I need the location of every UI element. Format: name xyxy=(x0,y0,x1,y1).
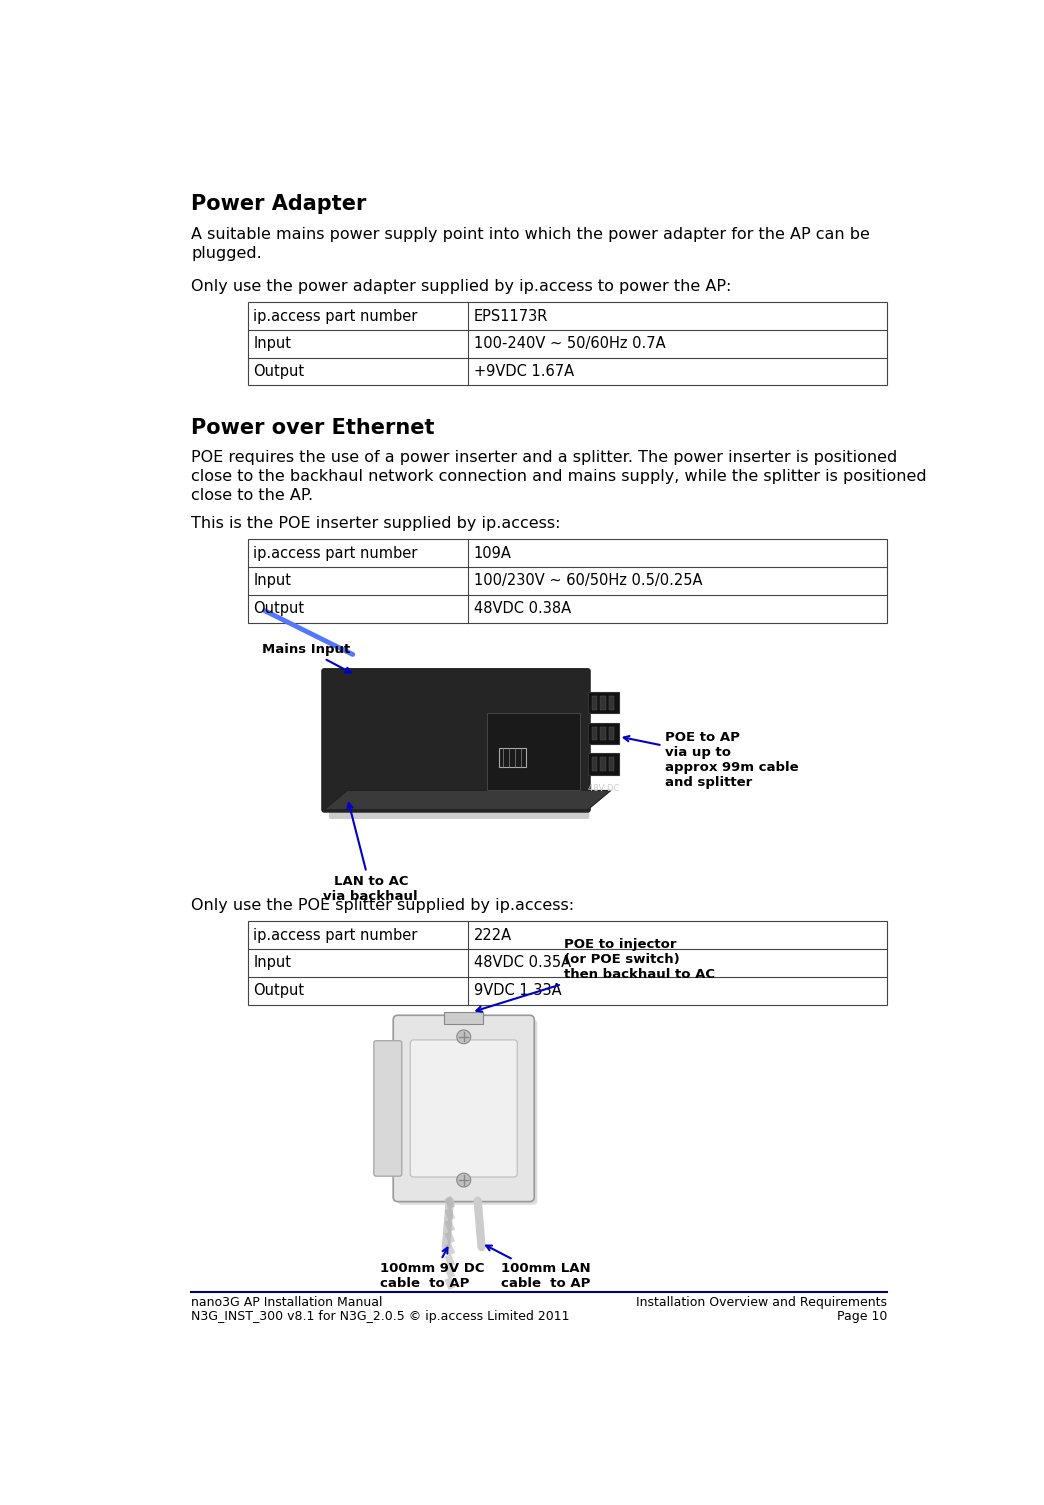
Bar xyxy=(247,539,887,623)
Bar xyxy=(600,727,606,740)
Text: 109A: 109A xyxy=(474,546,512,561)
Bar xyxy=(609,695,614,709)
Bar xyxy=(609,757,614,771)
Text: 100mm 9V DC
cable  to AP: 100mm 9V DC cable to AP xyxy=(380,1248,484,1290)
Text: ip.access part number: ip.access part number xyxy=(254,927,418,942)
Bar xyxy=(499,748,526,768)
FancyBboxPatch shape xyxy=(410,1040,517,1177)
Text: Page 10: Page 10 xyxy=(836,1311,887,1323)
Polygon shape xyxy=(325,790,611,810)
Text: 100-240V ~ 50/60Hz 0.7A: 100-240V ~ 50/60Hz 0.7A xyxy=(474,336,665,351)
Bar xyxy=(600,757,606,771)
Text: Installation Overview and Requirements: Installation Overview and Requirements xyxy=(636,1296,887,1309)
Text: 100mm LAN
cable  to AP: 100mm LAN cable to AP xyxy=(487,1246,591,1290)
Text: +9VDC 1.67A: +9VDC 1.67A xyxy=(474,364,574,379)
Text: 9VDC 1.33A: 9VDC 1.33A xyxy=(474,983,562,998)
Bar xyxy=(592,695,597,709)
Text: Power over Ethernet: Power over Ethernet xyxy=(191,418,434,438)
Text: 222A: 222A xyxy=(474,927,512,942)
FancyBboxPatch shape xyxy=(374,1040,402,1177)
Bar xyxy=(247,303,887,385)
Text: Mains Input: Mains Input xyxy=(262,643,351,673)
Bar xyxy=(588,692,619,713)
Text: LAN to AC
via backhaul: LAN to AC via backhaul xyxy=(324,804,418,903)
Bar xyxy=(247,921,887,1004)
Text: Output: Output xyxy=(254,600,305,616)
Text: Output: Output xyxy=(254,364,305,379)
Text: ip.access part number: ip.access part number xyxy=(254,309,418,324)
FancyBboxPatch shape xyxy=(329,685,589,819)
Text: Only use the POE splitter supplied by ip.access:: Only use the POE splitter supplied by ip… xyxy=(191,898,574,914)
Text: ip.access part number: ip.access part number xyxy=(254,546,418,561)
Circle shape xyxy=(457,1172,471,1187)
FancyBboxPatch shape xyxy=(394,1016,535,1201)
Bar xyxy=(445,1013,483,1023)
Circle shape xyxy=(457,1029,471,1044)
Text: Input: Input xyxy=(254,573,291,588)
Text: 48VDC 0.38A: 48VDC 0.38A xyxy=(474,600,571,616)
Text: POE to injector
(or POE switch)
then backhaul to AC: POE to injector (or POE switch) then bac… xyxy=(476,939,715,1011)
Bar xyxy=(600,695,606,709)
Bar xyxy=(592,727,597,740)
Text: 100/230V ~ 60/50Hz 0.5/0.25A: 100/230V ~ 60/50Hz 0.5/0.25A xyxy=(474,573,703,588)
FancyBboxPatch shape xyxy=(322,668,590,813)
Text: EPS1173R: EPS1173R xyxy=(474,309,548,324)
Bar xyxy=(588,754,619,775)
Text: Output: Output xyxy=(254,983,305,998)
Text: Input: Input xyxy=(254,956,291,971)
Text: Only use the power adapter supplied by ip.access to power the AP:: Only use the power adapter supplied by i… xyxy=(191,278,732,293)
Bar xyxy=(609,727,614,740)
Text: POE to AP
via up to
approx 99m cable
and splitter: POE to AP via up to approx 99m cable and… xyxy=(623,730,799,789)
Text: 48VDC 0.35A: 48VDC 0.35A xyxy=(474,956,571,971)
Text: This is the POE inserter supplied by ip.access:: This is the POE inserter supplied by ip.… xyxy=(191,516,561,531)
Text: 48V DC: 48V DC xyxy=(588,784,619,793)
FancyBboxPatch shape xyxy=(398,1020,538,1204)
Text: nano3G AP Installation Manual: nano3G AP Installation Manual xyxy=(191,1296,383,1309)
Text: A suitable mains power supply point into which the power adapter for the AP can : A suitable mains power supply point into… xyxy=(191,227,870,260)
Bar xyxy=(588,722,619,745)
Text: N3G_INST_300 v8.1 for N3G_2.0.5 © ip.access Limited 2011: N3G_INST_300 v8.1 for N3G_2.0.5 © ip.acc… xyxy=(191,1311,570,1323)
Text: POE requires the use of a power inserter and a splitter. The power inserter is p: POE requires the use of a power inserter… xyxy=(191,450,927,504)
Text: Input: Input xyxy=(254,336,291,351)
Bar xyxy=(592,757,597,771)
Text: Power Adapter: Power Adapter xyxy=(191,194,366,214)
Bar xyxy=(487,713,580,790)
